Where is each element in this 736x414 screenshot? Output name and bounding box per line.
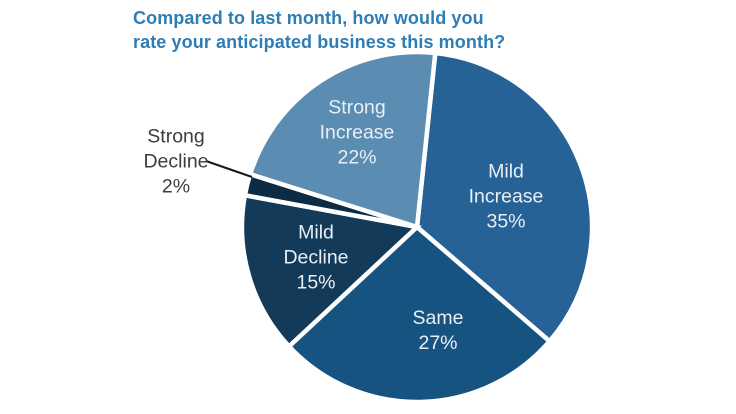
pie-slice-mild-increase xyxy=(414,50,595,345)
leader-line-strong-decline xyxy=(205,160,253,178)
pie-slice-same xyxy=(285,223,553,405)
pie-slice-strong-increase xyxy=(247,49,438,230)
chart-title-line2: rate your anticipated business this mont… xyxy=(133,32,506,52)
chart-title: Compared to last month, how would you ra… xyxy=(133,6,613,54)
pie-slice-mild-decline xyxy=(239,192,422,350)
chart-title-line1: Compared to last month, how would you xyxy=(133,8,484,28)
